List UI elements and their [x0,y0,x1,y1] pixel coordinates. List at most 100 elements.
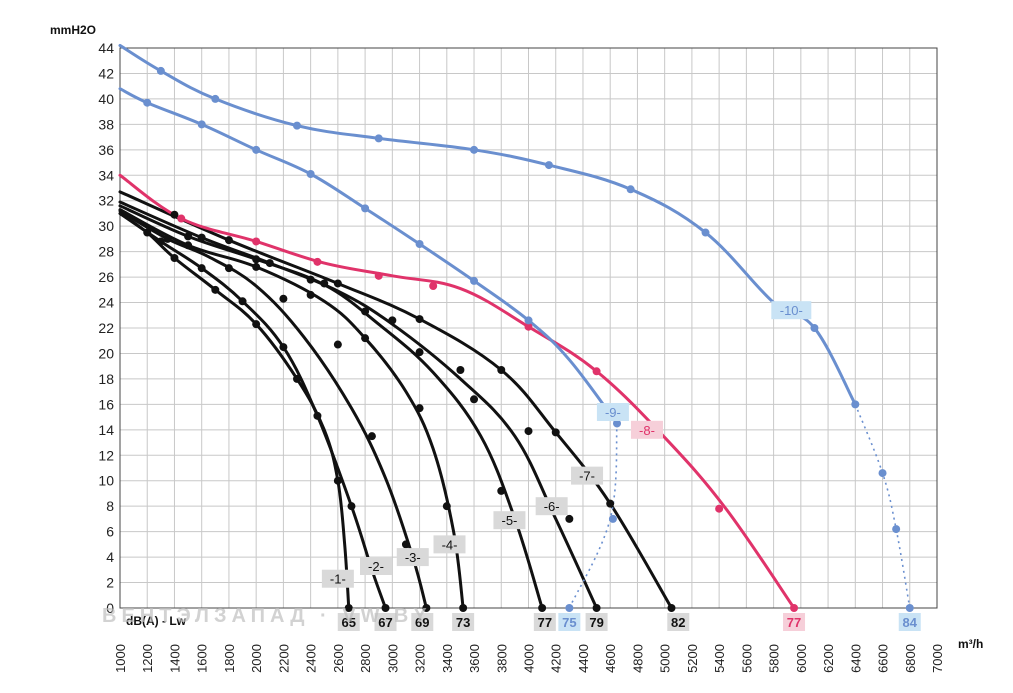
data-point [524,322,533,331]
series-label: -3- [396,548,429,567]
db-label-text: 77 [538,615,552,630]
db-label-text: 73 [456,615,470,630]
data-point [810,324,819,332]
series-labels: -1- -2- -3- -4- -5- -6- -7- -8- -9- -10- [321,301,812,588]
x-tick-label: 6200 [821,644,836,673]
data-point [667,604,676,612]
data-point [715,504,724,513]
data-point [333,279,342,288]
x-tick-label: 6800 [903,644,918,673]
series-line [118,209,428,610]
x-tick-label: 2400 [304,644,319,673]
db-label-box [411,613,434,631]
data-point [459,604,468,612]
data-point [252,145,261,154]
data-point [344,604,353,612]
data-point [538,604,547,612]
data-point [313,411,322,420]
y-tick-label: 4 [106,549,114,565]
y-tick-label: 2 [106,575,114,591]
data-point [333,340,342,349]
data-point [497,486,506,495]
data-point [224,236,233,245]
x-tick-label: 5600 [739,644,754,673]
y-tick-label: 18 [98,371,114,387]
data-point [497,366,506,374]
x-tick-label: 3400 [440,644,455,673]
db-label: 67 [374,613,397,631]
data-point [470,395,479,404]
x-tick-label: 5200 [685,644,700,673]
db-label-box [585,613,608,631]
data-point [608,514,617,523]
y-tick-label: 36 [98,142,114,158]
series-label-text: -3- [405,550,421,565]
data-point [524,427,533,436]
data-point [374,134,383,143]
x-tick-label: 1200 [140,644,155,673]
db-label-text: 67 [378,615,392,630]
data-point [252,237,261,246]
series-label-text: -9- [605,405,621,420]
axes-text: 0246810121416182022242628303234363840424… [98,40,945,673]
x-axis-unit: m³/h [958,637,983,651]
db-label-box [452,613,475,631]
series-label: -9- [596,403,629,421]
series-label-text: -8- [639,423,655,438]
series-line [118,211,388,610]
x-tick-label: 6600 [876,644,891,673]
series-label: -1- [321,569,354,588]
series-label: -10- [771,301,812,320]
db-label-box [337,613,360,631]
y-tick-label: 22 [98,320,114,336]
series-line [118,204,544,610]
series-label-box [630,420,663,439]
data-point [252,320,261,329]
db-label-text: 82 [671,615,685,630]
series-label: -4- [433,535,466,554]
series-label-box [571,466,604,485]
series-line-dotted [854,404,911,609]
data-point [374,271,383,280]
watermark: ВЕНТЭЛЗАПАД · VW.BY [102,605,432,627]
db-label: 73 [452,613,475,631]
db-label-text: 65 [342,615,356,630]
grid [119,47,938,609]
x-tick-label: 1000 [113,644,128,673]
data-point [367,432,376,441]
data-point [701,228,710,237]
data-point [592,604,601,612]
db-label: 84 [898,613,921,631]
y-tick-label: 34 [98,167,114,183]
x-tick-label: 2200 [276,644,291,673]
db-label: 79 [585,613,608,631]
x-tick-label: 5000 [658,644,673,673]
db-label: 75 [558,613,581,631]
plot-border [119,47,938,609]
y-tick-label: 14 [98,422,114,438]
y-tick-label: 20 [98,345,114,361]
series-label-box [396,548,429,567]
data-point [551,428,560,437]
data-point [347,502,356,511]
series-label-text: -4- [442,537,458,552]
data-point [265,259,274,268]
data-point [401,540,410,549]
x-tick-label: 2600 [331,644,346,673]
x-tick-label: 4400 [576,644,591,673]
db-label-box [667,613,690,631]
x-tick-label: 5800 [767,644,782,673]
data-point [456,366,465,374]
data-point [163,234,172,243]
x-tick-label: 2000 [249,644,264,673]
series-line [118,173,796,610]
data-point [442,502,451,511]
data-point [361,204,370,213]
y-tick-label: 40 [98,91,114,107]
series-label-box [596,403,629,421]
data-point [333,476,342,485]
data-point [381,604,390,612]
data-point [184,232,193,241]
series-label-box [493,511,526,530]
y-tick-label: 44 [98,40,114,56]
